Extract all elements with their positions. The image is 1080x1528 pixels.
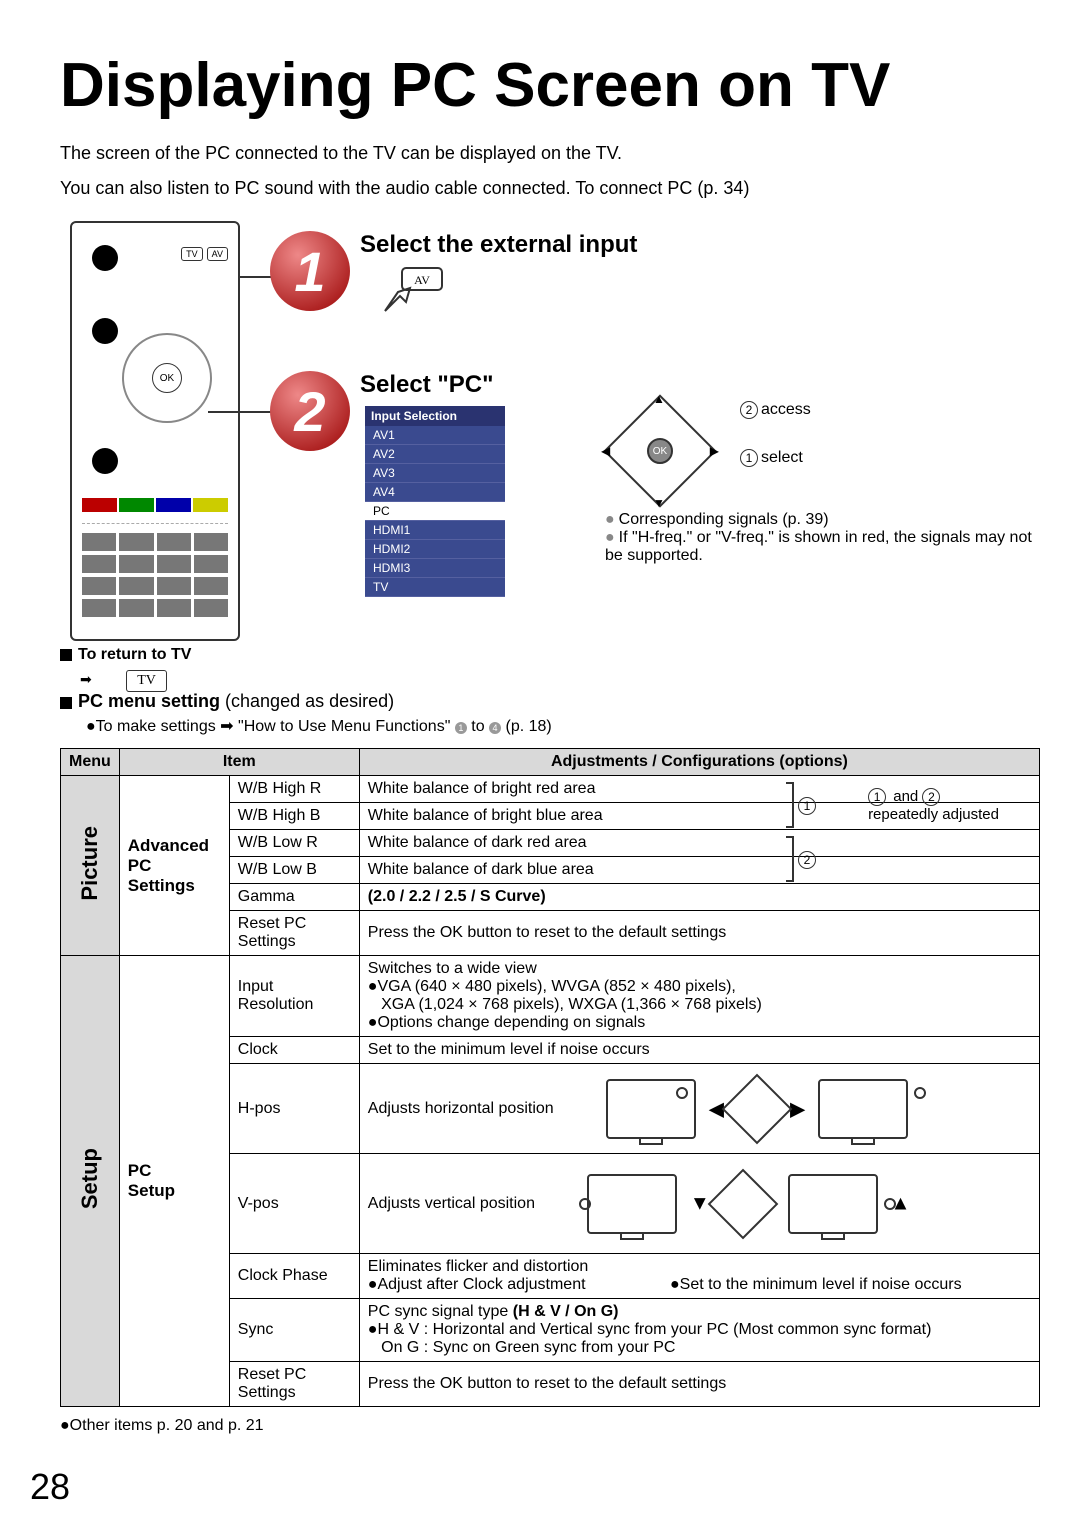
remote-nav-pad: [122, 333, 212, 423]
intro-line-1: The screen of the PC connected to the TV…: [60, 141, 1040, 166]
adj: Press the OK button to reset to the defa…: [359, 1362, 1039, 1407]
menu-setup: Setup: [77, 1148, 103, 1209]
item: W/B Low B: [229, 857, 359, 884]
item: V-pos: [229, 1154, 359, 1254]
note-signals: Corresponding signals (p. 39): [605, 511, 1040, 529]
remote-dot: [92, 245, 118, 271]
col-adj: Adjustments / Configurations (options): [359, 749, 1039, 776]
footer-note: ●Other items p. 20 and p. 21: [60, 1417, 1040, 1435]
adj: White balance of bright red area 1 1 and…: [359, 776, 1039, 803]
step-1-title: Select the external input: [360, 231, 637, 259]
adj: PC sync signal type (H & V / On G) ●H & …: [359, 1299, 1039, 1362]
item: Sync: [229, 1299, 359, 1362]
item: Reset PC Settings: [229, 911, 359, 956]
pc-menu-note: ●To make settings ➡ "How to Use Menu Fun…: [86, 716, 1040, 736]
settings-table: Menu Item Adjustments / Configurations (…: [60, 748, 1040, 1407]
input-option: AV4: [365, 483, 505, 502]
adj: White balance of dark red area 2: [359, 830, 1039, 857]
note-freq: If "H-freq." or "V-freq." is shown in re…: [605, 529, 1040, 565]
steps-area: TV AV 1 Select the external input AV 2 S…: [60, 221, 1040, 661]
adj: Adjusts vertical position ▼ ▲: [359, 1154, 1039, 1254]
adj: White balance of dark blue area: [359, 857, 1039, 884]
adj: Press the OK button to reset to the defa…: [359, 911, 1039, 956]
col-menu: Menu: [61, 749, 120, 776]
return-to-tv-label: To return to TV: [78, 646, 191, 663]
input-option: PC: [365, 502, 505, 521]
label-select: select: [761, 449, 803, 466]
pc-menu-heading: PC menu setting (changed as desired): [60, 691, 1040, 712]
item: H-pos: [229, 1064, 359, 1154]
item: Clock Phase: [229, 1254, 359, 1299]
adj: Switches to a wide view ●VGA (640 × 480 …: [359, 956, 1039, 1037]
nav-pad-diagram: OK: [605, 396, 715, 506]
input-option: AV2: [365, 445, 505, 464]
item: W/B High B: [229, 803, 359, 830]
input-option: HDMI1: [365, 521, 505, 540]
input-selection-panel: Input Selection AV1AV2AV3AV4PCHDMI1HDMI2…: [365, 406, 505, 597]
av-press-icon: AV: [380, 266, 450, 316]
input-option: TV: [365, 578, 505, 597]
col-item: Item: [119, 749, 359, 776]
remote-illustration: TV AV: [70, 221, 240, 641]
input-option: HDMI2: [365, 540, 505, 559]
remote-tv-btn: TV: [181, 247, 203, 261]
page-number: 28: [30, 1466, 70, 1508]
item: Reset PC Settings: [229, 1362, 359, 1407]
step-2-number: 2: [270, 371, 350, 451]
input-option: AV1: [365, 426, 505, 445]
menu-picture: Picture: [77, 826, 103, 901]
adj: Eliminates flicker and distortion ●Adjus…: [359, 1254, 1039, 1299]
item: W/B High R: [229, 776, 359, 803]
item: Gamma: [229, 884, 359, 911]
item: W/B Low R: [229, 830, 359, 857]
input-selection-header: Input Selection: [365, 406, 505, 426]
adj: Set to the minimum level if noise occurs: [359, 1037, 1039, 1064]
adj: Adjusts horizontal position ◀▶: [359, 1064, 1039, 1154]
step-2-title: Select "PC": [360, 371, 493, 399]
intro-line-2: You can also listen to PC sound with the…: [60, 176, 1040, 201]
step-2-notes: Corresponding signals (p. 39) If "H-freq…: [605, 511, 1040, 565]
label-access: access: [761, 401, 811, 418]
av-label: AV: [414, 273, 430, 287]
section-pc-setup: PCSetup: [119, 956, 229, 1407]
nav-labels: 2access 1select: [740, 401, 811, 497]
section-advanced-pc: AdvancedPCSettings: [119, 776, 229, 956]
item: Input Resolution: [229, 956, 359, 1037]
adj: (2.0 / 2.2 / 2.5 / S Curve): [359, 884, 1039, 911]
remote-dot: [92, 318, 118, 344]
page-title: Displaying PC Screen on TV: [60, 50, 1040, 121]
item: Clock: [229, 1037, 359, 1064]
input-option: HDMI3: [365, 559, 505, 578]
step-1-number: 1: [270, 231, 350, 311]
remote-color-buttons: [82, 498, 228, 512]
return-tv-button: TV: [126, 670, 167, 692]
remote-av-btn: AV: [207, 247, 228, 261]
remote-dot: [92, 448, 118, 474]
input-option: AV3: [365, 464, 505, 483]
